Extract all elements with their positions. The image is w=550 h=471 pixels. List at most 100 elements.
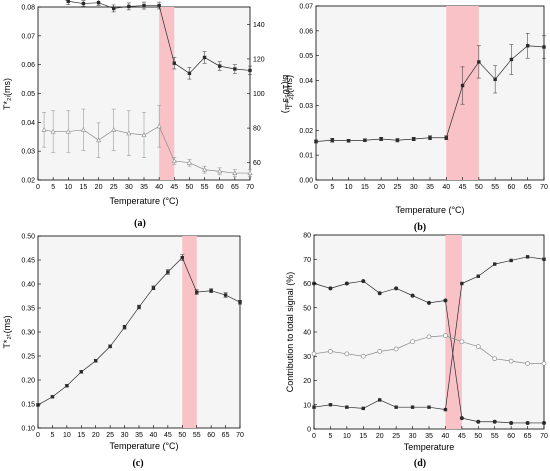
panel-a-label: (a) <box>134 218 146 229</box>
panel-c-ticks: 0 5 10 15 20 25 30 35 40 45 50 55 60 65 70 0.10 0.15 0.20… <box>21 234 244 440</box>
panel-d-series-2-point <box>361 406 365 411</box>
panel-c-y-tick-label: 0.50 <box>21 234 35 241</box>
panel-d-x-tick-label: 65 <box>524 433 532 440</box>
panel-b-x-tick-label: 60 <box>508 184 516 191</box>
panel-c-series-1-point <box>238 300 242 304</box>
panel-d-series-3-point <box>377 349 383 354</box>
panel-d-x-tick-label: 35 <box>425 433 433 440</box>
panel-b-x-tick-label: 0 <box>314 184 318 191</box>
panel-d-series-2-point <box>476 274 480 278</box>
panel-d-series-3-point <box>475 344 481 349</box>
panel-a-x-tick-label: 65 <box>231 184 239 191</box>
panel-a-series-2-point <box>96 137 102 143</box>
panel-c-x-tick-label: 25 <box>106 432 114 439</box>
panel-c-series-1-point <box>223 293 228 297</box>
panel-a-y2-tick-label: 80 <box>253 126 261 133</box>
panel-d-series-3-point <box>328 349 333 354</box>
panel-c-x-tick-label: 35 <box>135 432 143 439</box>
panel-c-y-tick-label: 0.45 <box>21 258 35 265</box>
panel-d: 0 5 10 15 20 25 30 35 40 45 50 55 60 65 70 0 10 20 30 40 50 6… <box>285 233 548 470</box>
panel-b-y-tick-label: 0.05 <box>299 53 313 60</box>
panel-c-series-1-point <box>108 344 112 349</box>
panel-b-x-tick-label: 5 <box>330 184 334 191</box>
panel-b-series-1-point <box>509 57 514 62</box>
panel-c-x-tick-label: 30 <box>121 432 129 439</box>
panel-c-x-tick-label: 50 <box>178 432 186 439</box>
panel-a-series-2-point <box>232 170 238 175</box>
panel-b-plot-area <box>315 5 545 181</box>
panel-d-y-axis-title: Contribution to total signal (%) <box>285 272 295 393</box>
panel-d-x-tick-label: 15 <box>359 433 367 440</box>
panel-d-x-tick-label: 40 <box>442 433 450 440</box>
panel-a-x-tick-label: 55 <box>201 184 209 191</box>
panel-a-y2-tick-label: 140 <box>253 22 265 29</box>
panel-d-y-tick-label: 80 <box>303 233 311 240</box>
panel-d-y-tick-label: 20 <box>303 378 311 385</box>
panel-d-series-2-point <box>493 262 497 266</box>
panel-d-series-1-point <box>361 279 366 284</box>
panel-c-series-1-point <box>180 255 184 260</box>
panel-a-y-tick-label: 0.02 <box>21 178 35 185</box>
panel-c-series-1-point <box>79 370 83 374</box>
panel-b-series-1-point <box>379 137 383 141</box>
panel-c-y-tick-label: 0.40 <box>21 282 35 289</box>
panel-d-series-1-point <box>525 420 530 425</box>
panel-d-series-1-point <box>492 419 497 424</box>
panel-a-series-1-point <box>187 71 192 76</box>
panel-d-y-tick-label: 10 <box>303 402 311 409</box>
panel-d-series-1-point <box>427 300 431 305</box>
panel-b-series-1-point <box>346 139 351 143</box>
panel-a-x-tick-label: 50 <box>186 184 194 191</box>
panel-a-x-tick-label: 35 <box>140 184 148 191</box>
panel-a-highlight-band <box>159 7 175 180</box>
panel-d-ticks: 0 5 10 15 20 25 30 35 40 45 50 55 60 65 70 0 10 20 30 40 50 6… <box>303 233 548 441</box>
panel-a-y-tick-label: 0.06 <box>21 62 35 69</box>
panel-d-y-tick-label: 60 <box>303 281 311 288</box>
panel-a-series-2-point <box>111 126 117 132</box>
panel-a-x-tick-label: 25 <box>110 184 118 191</box>
panel-a-series-1-point <box>142 3 146 8</box>
panel-d-series-2-point <box>443 407 448 412</box>
panel-b-marks <box>314 33 546 144</box>
panel-a-x-tick-label: 45 <box>170 184 178 191</box>
panel-d-y-tick-label: 0 <box>307 427 311 434</box>
panel-a-y-tick-label: 0.03 <box>21 149 35 156</box>
panel-a-series-1-point <box>66 0 70 3</box>
panel-d-x-tick-label: 55 <box>491 433 499 440</box>
panel-b-y-tick-label: 0.07 <box>299 4 313 11</box>
panel-a-series-2-point <box>156 123 162 129</box>
panel-d-y-tick-label: 70 <box>303 257 311 264</box>
panel-b-x-tick-label: 30 <box>410 184 418 191</box>
panel-d-x-tick-label: 50 <box>474 433 482 440</box>
panel-d-x-axis-title: Temperature <box>404 442 455 452</box>
panel-c-x-tick-label: 55 <box>193 432 201 439</box>
panel-a-series-2-point <box>50 128 56 134</box>
panel-a-ticks: 0 5 10 15 20 25 30 35 40 45 50 55 60 65 70 0.02 0.03 0.04… <box>21 5 264 192</box>
panel-d-series-3-point <box>426 334 432 340</box>
panel-a-series-2-point <box>247 170 253 175</box>
panel-b-series-1-point <box>493 77 497 82</box>
panel-d-label: (d) <box>414 458 426 469</box>
panel-d-x-tick-label: 45 <box>458 433 466 440</box>
panel-d-x-tick-label: 25 <box>392 433 400 440</box>
panel-b-series-1-point <box>428 136 432 140</box>
panel-c-x-tick-label: 10 <box>63 432 71 439</box>
panel-c-highlight-band <box>182 236 197 428</box>
panel-a-series-2-point <box>186 159 192 165</box>
panel-d-series-2-point <box>427 405 431 409</box>
panel-a-series-1-point <box>172 61 176 65</box>
panel-c-y-tick-label: 0.15 <box>21 402 35 409</box>
panel-a-series-2-point <box>217 168 223 174</box>
panel-a-series-1-point <box>218 64 222 68</box>
panel-d-x-tick-label: 5 <box>328 433 332 440</box>
panel-a-right-y-axis-title: bᵢ(10⁵s⁻¹) <box>281 75 291 113</box>
panel-b-y-tick-label: 0.01 <box>299 153 313 160</box>
panel-d-series-1-point <box>394 286 399 291</box>
panel-d-series-3-point <box>443 333 448 338</box>
panel-d-x-tick-label: 20 <box>376 433 384 440</box>
panel-d-x-tick-label: 0 <box>312 433 316 440</box>
panel-a-x-tick-label: 15 <box>80 184 88 191</box>
panel-a-series-2-point <box>65 128 71 134</box>
panel-c-series-1-point <box>122 325 127 329</box>
